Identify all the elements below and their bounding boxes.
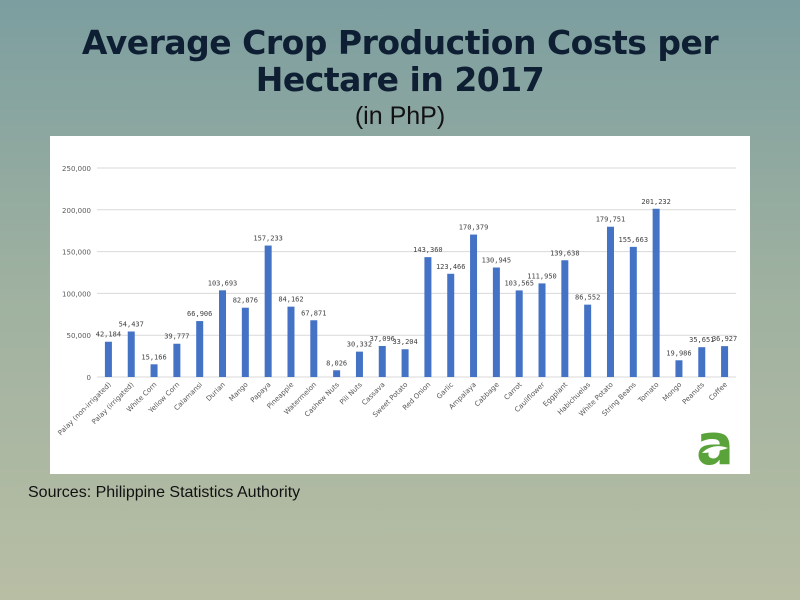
bar — [241, 307, 249, 377]
bar — [196, 321, 204, 377]
data-label: 123,466 — [436, 263, 466, 271]
bar — [606, 226, 614, 377]
bar — [287, 306, 295, 377]
x-axis-labels: Palay (non-irrigated)Palay (irrigated)Wh… — [56, 381, 729, 438]
data-label: 84,162 — [278, 296, 303, 304]
bar — [424, 257, 432, 377]
data-label: 111,950 — [527, 272, 557, 280]
bar — [378, 345, 386, 377]
data-label: 15,166 — [141, 353, 166, 361]
brand-logo-icon: a — [696, 420, 734, 470]
data-label: 39,777 — [164, 333, 189, 341]
x-tick-label: Coffee — [707, 381, 729, 403]
y-tick-label: 150,000 — [62, 249, 91, 257]
data-label: 42,184 — [96, 331, 121, 339]
x-tick-label: Mongo — [661, 381, 683, 403]
data-label: 30,332 — [347, 341, 372, 349]
data-label: 54,437 — [119, 320, 144, 328]
data-label: 155,663 — [619, 236, 649, 244]
data-label: 130,945 — [482, 257, 512, 265]
bar — [173, 343, 181, 377]
bar — [355, 351, 363, 377]
bar — [447, 273, 455, 377]
data-label: 157,233 — [253, 235, 283, 243]
chart-subtitle: (in PhP) — [354, 102, 446, 130]
bars — [104, 208, 729, 377]
bar — [629, 246, 637, 377]
x-tick-label: Durian — [205, 381, 227, 403]
source-note: Sources: Philippine Statistics Authority — [28, 484, 301, 501]
data-label: 170,379 — [459, 224, 489, 232]
x-tick-label: Tomato — [636, 381, 660, 405]
data-label: 19,986 — [666, 349, 691, 357]
data-label: 37,096 — [370, 335, 395, 343]
bar — [470, 234, 478, 377]
title-line-1: Average Crop Production Costs per — [81, 23, 719, 62]
bar — [127, 331, 135, 377]
bar — [150, 364, 158, 377]
x-tick-label: Peanuts — [681, 381, 707, 407]
gridlines — [97, 167, 736, 378]
bar — [310, 320, 318, 377]
chart-title: Average Crop Production Costs per Hectar… — [0, 24, 800, 98]
logo-letter: a — [696, 420, 734, 470]
bar — [652, 208, 660, 377]
data-label: 66,906 — [187, 310, 212, 318]
bar — [515, 290, 523, 377]
data-label: 143,360 — [413, 246, 443, 254]
bar-chart: 0 50,000 100,000 150,000 200,000 250,000 42,1… — [56, 165, 737, 438]
data-label: 33,204 — [392, 338, 417, 346]
y-tick-label: 200,000 — [62, 207, 91, 215]
value-labels: 42,184 54,437 15,166 39,777 66,906 103,693 82,… — [96, 198, 737, 368]
y-tick-label: 100,000 — [62, 290, 91, 298]
bar — [492, 267, 500, 377]
data-label: 201,232 — [641, 198, 671, 206]
x-tick-label: Carrot — [503, 381, 524, 402]
logo-leaf — [702, 446, 728, 453]
y-axis: 0 50,000 100,000 150,000 200,000 250,000 — [62, 165, 91, 382]
data-label: 67,871 — [301, 309, 326, 317]
y-tick-label: 250,000 — [62, 165, 91, 173]
bar — [584, 304, 592, 377]
bar — [721, 346, 729, 377]
y-tick-label: 0 — [87, 374, 91, 382]
x-tick-label: Cabbage — [473, 381, 501, 409]
bar — [219, 290, 227, 377]
bar — [264, 245, 272, 377]
bar — [561, 260, 569, 377]
data-label: 179,751 — [596, 216, 626, 224]
data-label: 82,876 — [233, 297, 258, 305]
x-tick-label: Garlic — [435, 381, 455, 401]
bar — [698, 347, 706, 377]
y-tick-label: 50,000 — [67, 332, 92, 340]
data-label: 8,026 — [326, 359, 347, 367]
data-label: 103,693 — [208, 279, 238, 287]
x-tick-label: Mango — [227, 381, 249, 403]
data-label: 35,651 — [689, 336, 714, 344]
bar — [401, 349, 409, 377]
bar — [104, 341, 112, 377]
bar — [333, 370, 341, 377]
data-label: 36,927 — [712, 335, 737, 343]
data-label: 103,565 — [504, 279, 534, 287]
data-label: 86,552 — [575, 294, 600, 302]
bar — [675, 360, 683, 377]
bar — [538, 283, 546, 377]
data-label: 139,638 — [550, 249, 580, 257]
chart-panel: 0 50,000 100,000 150,000 200,000 250,000 42,1… — [50, 136, 750, 474]
title-line-2: Hectare in 2017 — [255, 60, 545, 99]
